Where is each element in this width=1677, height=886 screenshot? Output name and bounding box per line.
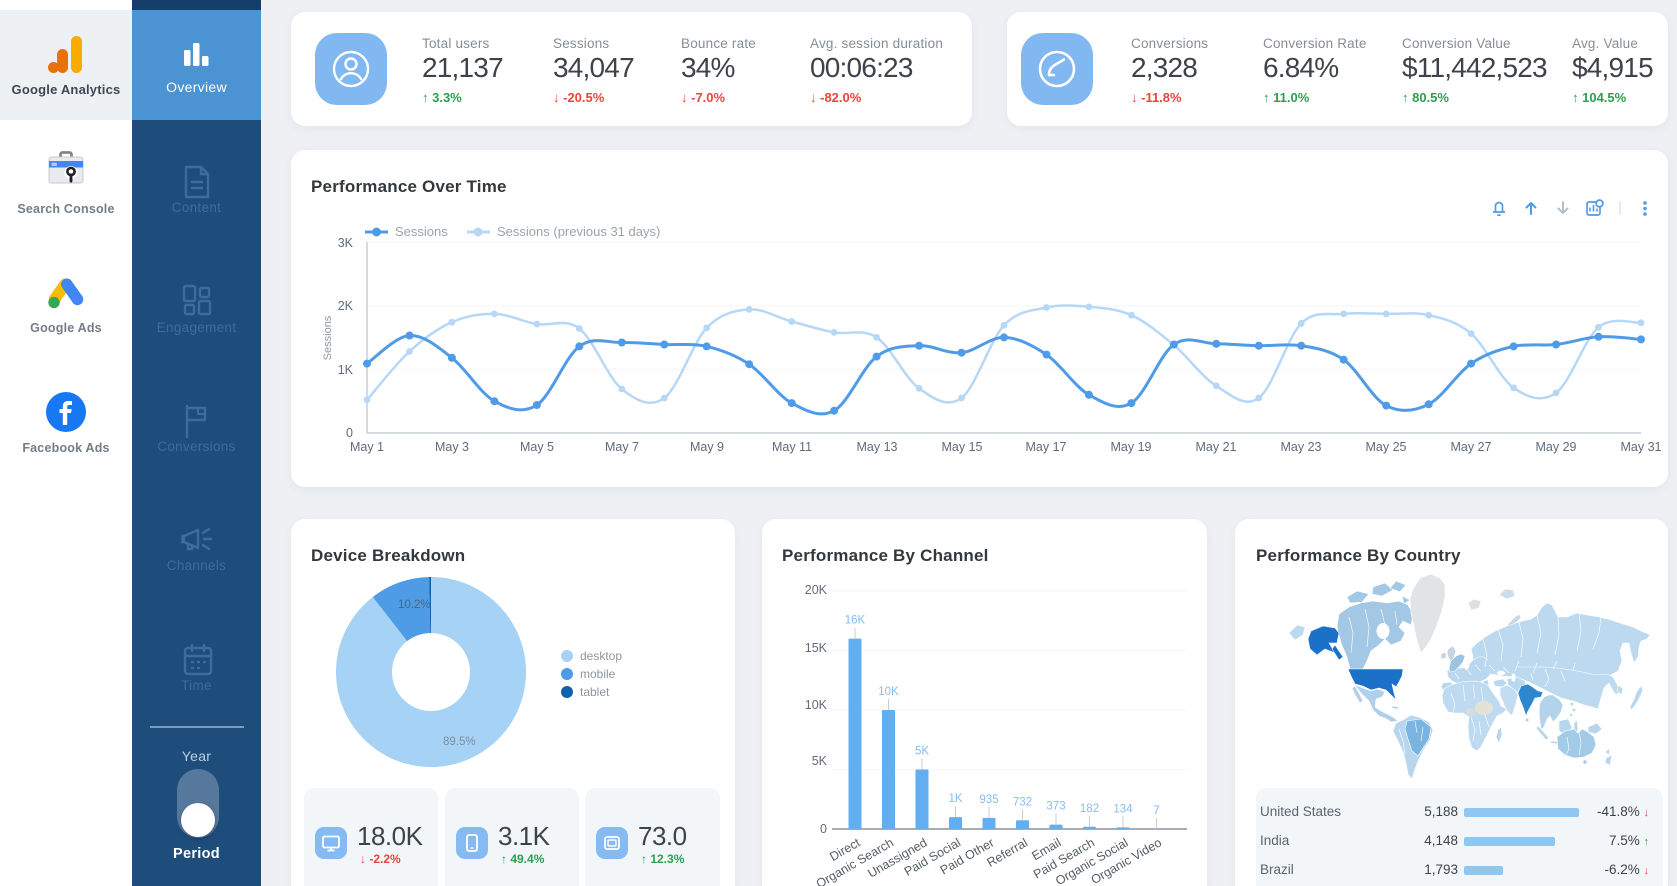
svg-text:Sessions (previous 31 days): Sessions (previous 31 days) — [497, 224, 660, 239]
svg-text:0: 0 — [346, 426, 353, 440]
svg-text:May 1: May 1 — [350, 440, 384, 454]
svg-text:732: 732 — [1013, 796, 1032, 808]
svg-text:1K: 1K — [338, 363, 354, 377]
svg-text:10K: 10K — [878, 686, 899, 698]
svg-text:7: 7 — [1153, 805, 1159, 817]
svg-text:10.2%: 10.2% — [398, 599, 431, 611]
svg-text:May 3: May 3 — [435, 440, 469, 454]
svg-text:5K: 5K — [915, 746, 929, 758]
svg-text:1K: 1K — [948, 793, 962, 805]
svg-text:373: 373 — [1046, 801, 1065, 813]
svg-text:5K: 5K — [812, 754, 828, 768]
svg-text:May 19: May 19 — [1111, 440, 1152, 454]
svg-text:May 9: May 9 — [690, 440, 724, 454]
svg-text:89.5%: 89.5% — [443, 736, 476, 748]
svg-text:May 29: May 29 — [1536, 440, 1577, 454]
svg-text:0: 0 — [820, 822, 827, 836]
svg-text:10K: 10K — [805, 698, 828, 712]
svg-text:182: 182 — [1080, 803, 1099, 815]
svg-text:3K: 3K — [338, 236, 354, 250]
svg-text:desktop: desktop — [580, 649, 622, 663]
svg-text:May 17: May 17 — [1026, 440, 1067, 454]
svg-text:May 15: May 15 — [942, 440, 983, 454]
svg-text:20K: 20K — [805, 583, 828, 597]
svg-text:16K: 16K — [845, 615, 866, 627]
svg-text:15K: 15K — [805, 641, 828, 655]
svg-text:May 25: May 25 — [1366, 440, 1407, 454]
svg-text:935: 935 — [979, 794, 998, 806]
svg-text:May 31: May 31 — [1621, 440, 1662, 454]
svg-text:Sessions: Sessions — [322, 315, 334, 360]
svg-text:tablet: tablet — [580, 685, 610, 699]
svg-text:May 27: May 27 — [1451, 440, 1492, 454]
svg-text:2K: 2K — [338, 299, 354, 313]
svg-text:May 21: May 21 — [1196, 440, 1237, 454]
svg-text:May 7: May 7 — [605, 440, 639, 454]
svg-text:134: 134 — [1113, 803, 1133, 815]
svg-text:May 13: May 13 — [857, 440, 898, 454]
svg-text:Sessions: Sessions — [395, 224, 448, 239]
svg-text:May 23: May 23 — [1281, 440, 1322, 454]
svg-text:mobile: mobile — [580, 667, 616, 681]
svg-text:May 5: May 5 — [520, 440, 554, 454]
svg-text:May 11: May 11 — [772, 440, 812, 454]
